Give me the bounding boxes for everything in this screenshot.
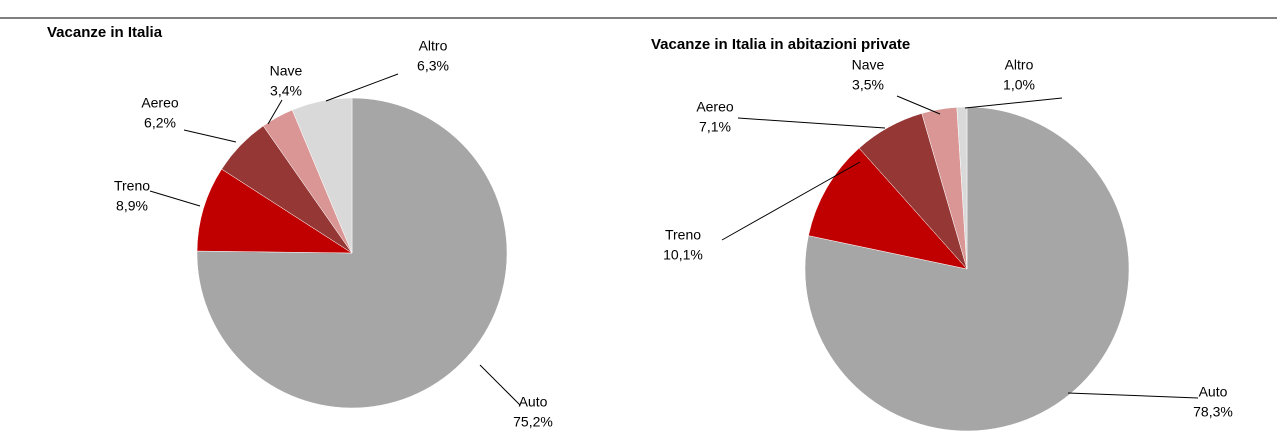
pie-slice bbox=[956, 106, 968, 270]
slice-value-label: 6,3% bbox=[417, 58, 449, 74]
leader-line bbox=[1067, 392, 1199, 399]
pie-slice bbox=[291, 97, 353, 254]
pie-slice bbox=[808, 147, 968, 270]
slice-value-label: 6,2% bbox=[144, 115, 176, 131]
slice-label: Nave bbox=[270, 63, 303, 79]
slice-value-label: 1,0% bbox=[1003, 77, 1035, 93]
leader-line bbox=[267, 99, 283, 125]
slice-value-label: 3,5% bbox=[852, 77, 884, 93]
slice-value-label: 75,2% bbox=[513, 414, 553, 430]
slice-label: Auto bbox=[519, 394, 548, 410]
leader-line bbox=[325, 73, 399, 102]
slice-value-label: 10,1% bbox=[663, 247, 703, 263]
slice-label: Treno bbox=[114, 178, 150, 194]
leader-line bbox=[149, 190, 201, 207]
slice-value-label: 7,1% bbox=[699, 119, 731, 135]
chart-title: Vacanze in Italia bbox=[47, 24, 163, 41]
slice-value-label: 78,3% bbox=[1193, 404, 1233, 420]
chart-title: Vacanze in Italia in abitazioni private bbox=[651, 36, 910, 53]
slice-label: Nave bbox=[852, 57, 885, 73]
leader-line bbox=[964, 97, 1063, 109]
slice-value-label: 8,9% bbox=[116, 198, 148, 214]
pie-slice bbox=[196, 168, 353, 254]
leader-line bbox=[896, 95, 941, 115]
slice-label: Treno bbox=[665, 227, 701, 243]
slice-label: Altro bbox=[1005, 57, 1034, 73]
slice-label: Aereo bbox=[141, 95, 179, 111]
pie-slice bbox=[804, 106, 1130, 432]
slice-label: Auto bbox=[1199, 384, 1228, 400]
slice-value-label: 3,4% bbox=[270, 83, 302, 99]
pie-slice bbox=[196, 97, 508, 409]
leader-line bbox=[721, 161, 861, 241]
slice-label: Aereo bbox=[696, 99, 734, 115]
leader-line bbox=[737, 117, 886, 129]
slice-label: Altro bbox=[419, 38, 448, 54]
leader-line bbox=[183, 129, 237, 143]
leader-line bbox=[479, 364, 521, 406]
